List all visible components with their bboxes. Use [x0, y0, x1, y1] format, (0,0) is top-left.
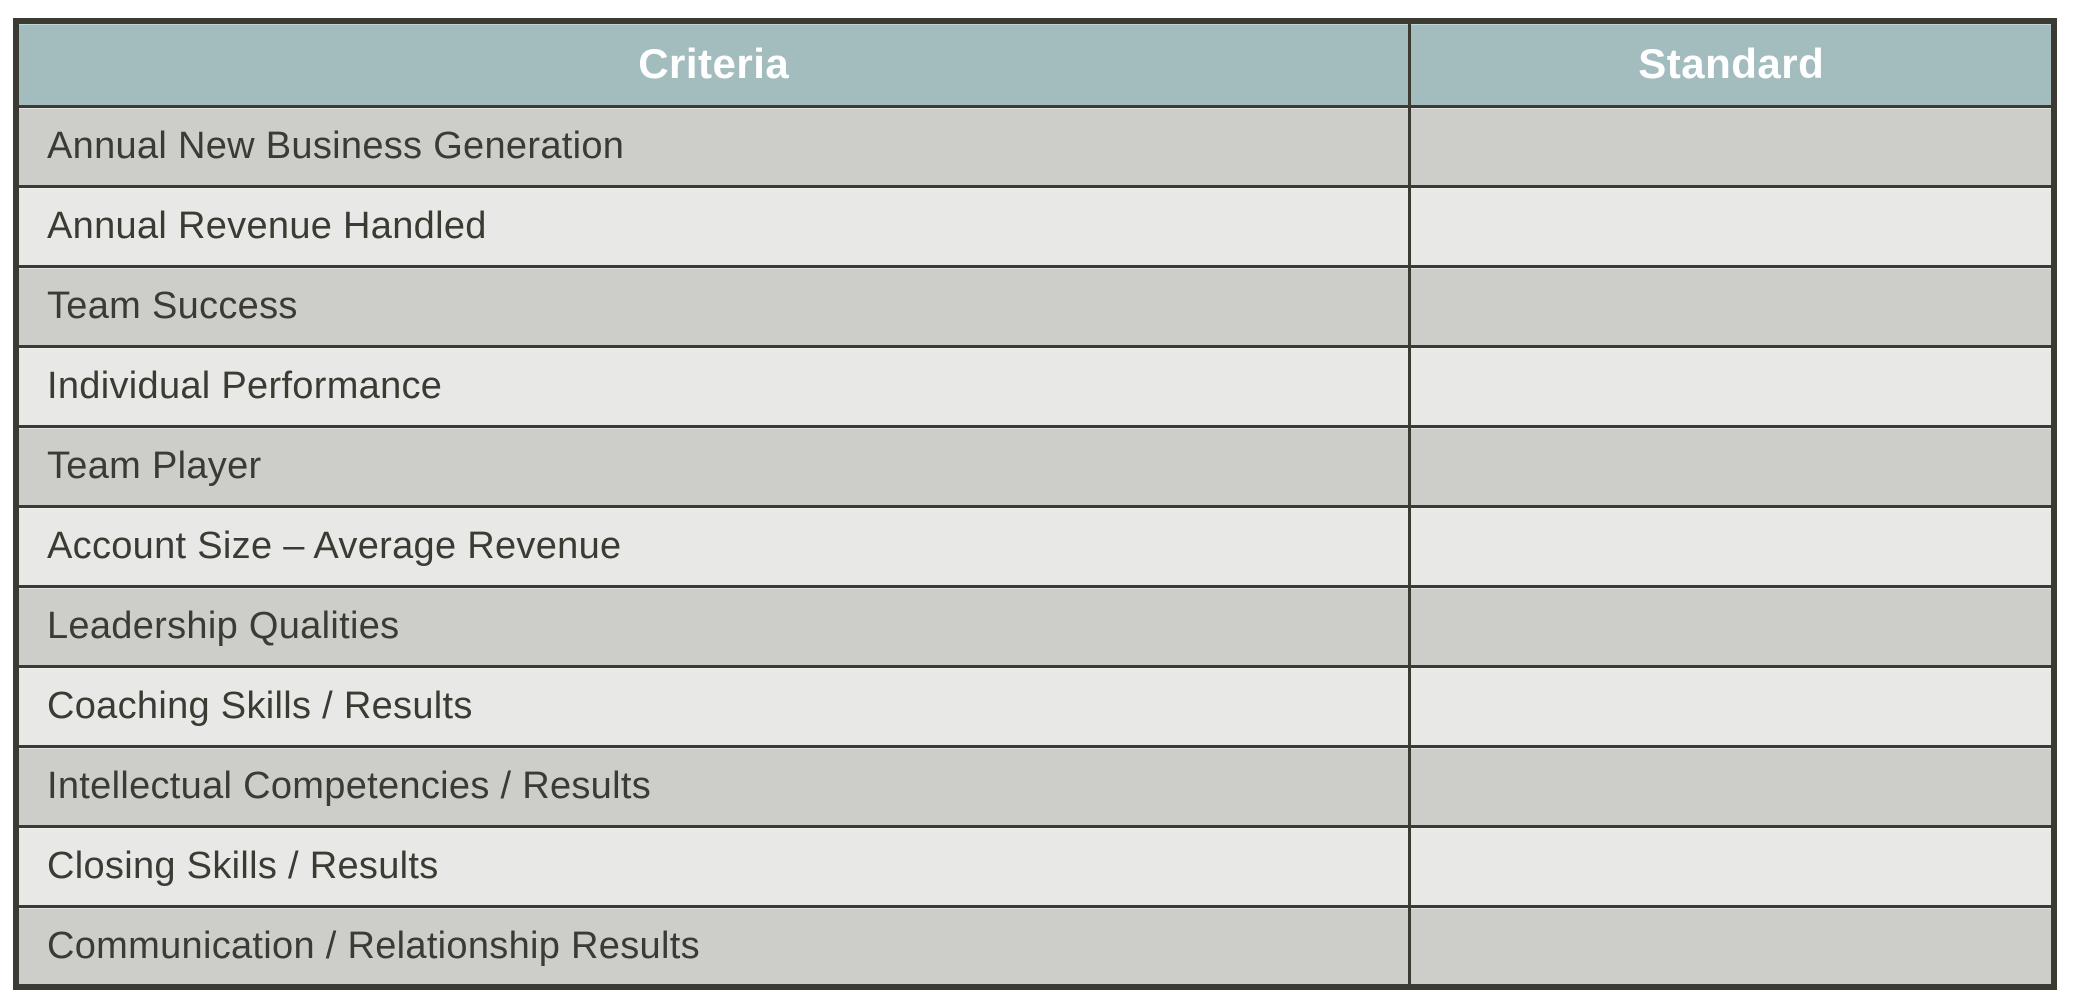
criteria-standard-table: Criteria Standard Annual New Business Ge… — [13, 18, 2057, 990]
table-head: Criteria Standard — [14, 19, 2056, 108]
table-row: Coaching Skills / Results — [14, 665, 2056, 749]
table-row: Annual New Business Generation — [14, 104, 2056, 188]
criteria-cell: Team Player — [14, 424, 1412, 508]
table-body: Annual New Business Generation Annual Rev… — [14, 104, 2056, 989]
standard-cell — [1408, 104, 2056, 188]
table-row: Closing Skills / Results — [14, 825, 2056, 909]
standard-cell — [1408, 905, 2056, 989]
standard-cell — [1408, 184, 2056, 268]
column-header-standard: Standard — [1408, 19, 2056, 108]
table-row: Account Size – Average Revenue — [14, 504, 2056, 588]
column-header-criteria: Criteria — [14, 19, 1412, 108]
criteria-cell: Annual New Business Generation — [14, 104, 1412, 188]
standard-cell — [1408, 264, 2056, 348]
standard-cell — [1408, 665, 2056, 749]
standard-cell — [1408, 504, 2056, 588]
standard-cell — [1408, 424, 2056, 508]
criteria-cell: Account Size – Average Revenue — [14, 504, 1412, 588]
table-row: Team Success — [14, 264, 2056, 348]
criteria-cell: Leadership Qualities — [14, 584, 1412, 669]
table-row: Individual Performance — [14, 344, 2056, 428]
table-row: Intellectual Competencies / Results — [14, 745, 2056, 829]
table-row: Team Player — [14, 424, 2056, 508]
table-row: Communication / Relationship Results — [14, 905, 2056, 989]
criteria-cell: Individual Performance — [14, 344, 1412, 428]
standard-cell — [1408, 584, 2056, 669]
criteria-cell: Coaching Skills / Results — [14, 665, 1412, 749]
criteria-cell: Closing Skills / Results — [14, 825, 1412, 909]
table-row: Annual Revenue Handled — [14, 184, 2056, 268]
standard-cell — [1408, 745, 2056, 829]
table-row: Leadership Qualities — [14, 584, 2056, 669]
standard-cell — [1408, 825, 2056, 909]
criteria-cell: Intellectual Competencies / Results — [14, 745, 1412, 829]
criteria-cell: Team Success — [14, 264, 1412, 348]
standard-cell — [1408, 344, 2056, 428]
header-row: Criteria Standard — [14, 19, 2056, 108]
criteria-cell: Annual Revenue Handled — [14, 184, 1412, 268]
criteria-cell: Communication / Relationship Results — [14, 905, 1412, 989]
